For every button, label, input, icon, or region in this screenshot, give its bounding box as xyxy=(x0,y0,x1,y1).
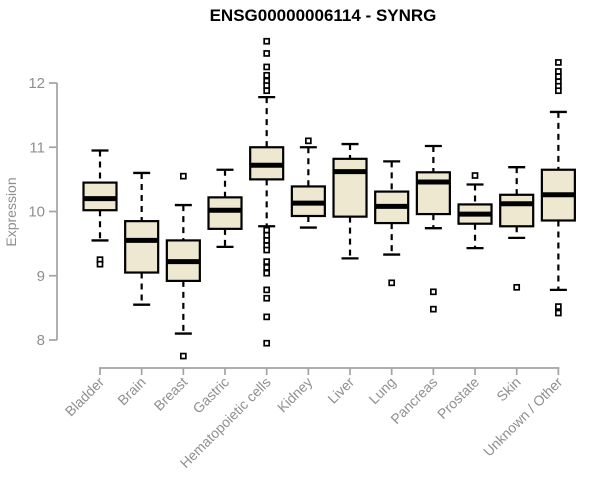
outlier-point-unknown-other xyxy=(555,87,562,95)
box-group-kidney xyxy=(290,137,326,229)
box-group-hematopoietic-cells xyxy=(249,37,285,347)
y-tick-label: 11 xyxy=(29,139,45,156)
y-tick-label: 8 xyxy=(37,332,45,349)
iqr-box-brain xyxy=(124,220,160,274)
box-group-prostate xyxy=(457,172,493,250)
outlier-point-breast xyxy=(179,172,187,180)
box-group-bladder xyxy=(82,149,118,268)
y-tick-label: 9 xyxy=(37,268,45,285)
iqr-box-liver xyxy=(332,157,368,218)
box-group-lung xyxy=(374,160,410,287)
outlier-point-hematopoietic-cells xyxy=(263,264,271,271)
outlier-point-skin xyxy=(513,283,521,291)
y-tick-label: 10 xyxy=(28,204,45,221)
x-tick-label-prostate: Prostate xyxy=(434,374,482,422)
outlier-point-unknown-other xyxy=(555,68,562,75)
box-group-skin xyxy=(499,166,535,291)
x-tick-label-breast: Breast xyxy=(151,374,191,414)
outlier-point-pancreas xyxy=(430,288,437,296)
outlier-point-hematopoietic-cells xyxy=(263,231,271,239)
outlier-point-hematopoietic-cells xyxy=(263,82,271,89)
iqr-box-pancreas xyxy=(415,171,451,216)
outlier-point-kidney xyxy=(305,137,312,145)
x-tick-label-bladder: Bladder xyxy=(62,374,108,420)
outlier-point-hematopoietic-cells xyxy=(263,269,271,277)
outlier-point-hematopoietic-cells xyxy=(263,71,271,79)
iqr-box-gastric xyxy=(207,196,243,230)
outlier-point-hematopoietic-cells xyxy=(263,63,271,71)
y-axis: 8 9 10 11 12 Expression xyxy=(3,75,58,349)
box-group-brain xyxy=(124,171,160,306)
x-tick-label-liver: Liver xyxy=(324,374,357,407)
outlier-point-hematopoietic-cells xyxy=(263,37,271,45)
outlier-point-hematopoietic-cells xyxy=(263,294,271,302)
outlier-point-hematopoietic-cells xyxy=(263,313,271,321)
outlier-point-hematopoietic-cells xyxy=(263,237,271,244)
y-tick-label: 12 xyxy=(28,75,45,92)
x-tick-label-skin: Skin xyxy=(493,374,524,405)
outlier-point-unknown-other xyxy=(555,73,562,80)
outlier-point-hematopoietic-cells xyxy=(263,258,271,265)
x-tick-label-kidney: Kidney xyxy=(274,374,316,416)
box-group-gastric xyxy=(207,168,243,248)
outlier-point-pancreas xyxy=(430,305,437,313)
outlier-point-lung xyxy=(388,279,396,287)
outlier-point-unknown-other xyxy=(555,303,562,310)
outlier-point-hematopoietic-cells xyxy=(263,226,271,234)
y-axis-title: Expression xyxy=(3,177,19,246)
outlier-point-hematopoietic-cells xyxy=(263,50,271,57)
outlier-point-unknown-other xyxy=(555,59,562,66)
box-group-unknown-other xyxy=(540,59,576,317)
outlier-point-hematopoietic-cells xyxy=(263,339,271,347)
chart-title: ENSG00000006114 - SYNRG xyxy=(209,6,437,25)
outlier-point-hematopoietic-cells xyxy=(263,87,271,95)
outlier-point-breast xyxy=(179,352,187,360)
box-group-liver xyxy=(332,142,368,260)
outlier-point-hematopoietic-cells xyxy=(263,286,271,294)
x-tick-label-unknown-other: Unknown / Other xyxy=(480,374,566,460)
x-tick-label-brain: Brain xyxy=(114,374,148,408)
x-tick-label-lung: Lung xyxy=(365,374,398,407)
outlier-point-bladder xyxy=(96,260,104,268)
outlier-point-hematopoietic-cells xyxy=(263,246,271,254)
iqr-box-skin xyxy=(499,193,535,228)
box-group-breast xyxy=(165,172,201,360)
outlier-point-unknown-other xyxy=(555,309,562,317)
outlier-point-prostate xyxy=(471,172,479,179)
box-group-pancreas xyxy=(415,144,451,313)
